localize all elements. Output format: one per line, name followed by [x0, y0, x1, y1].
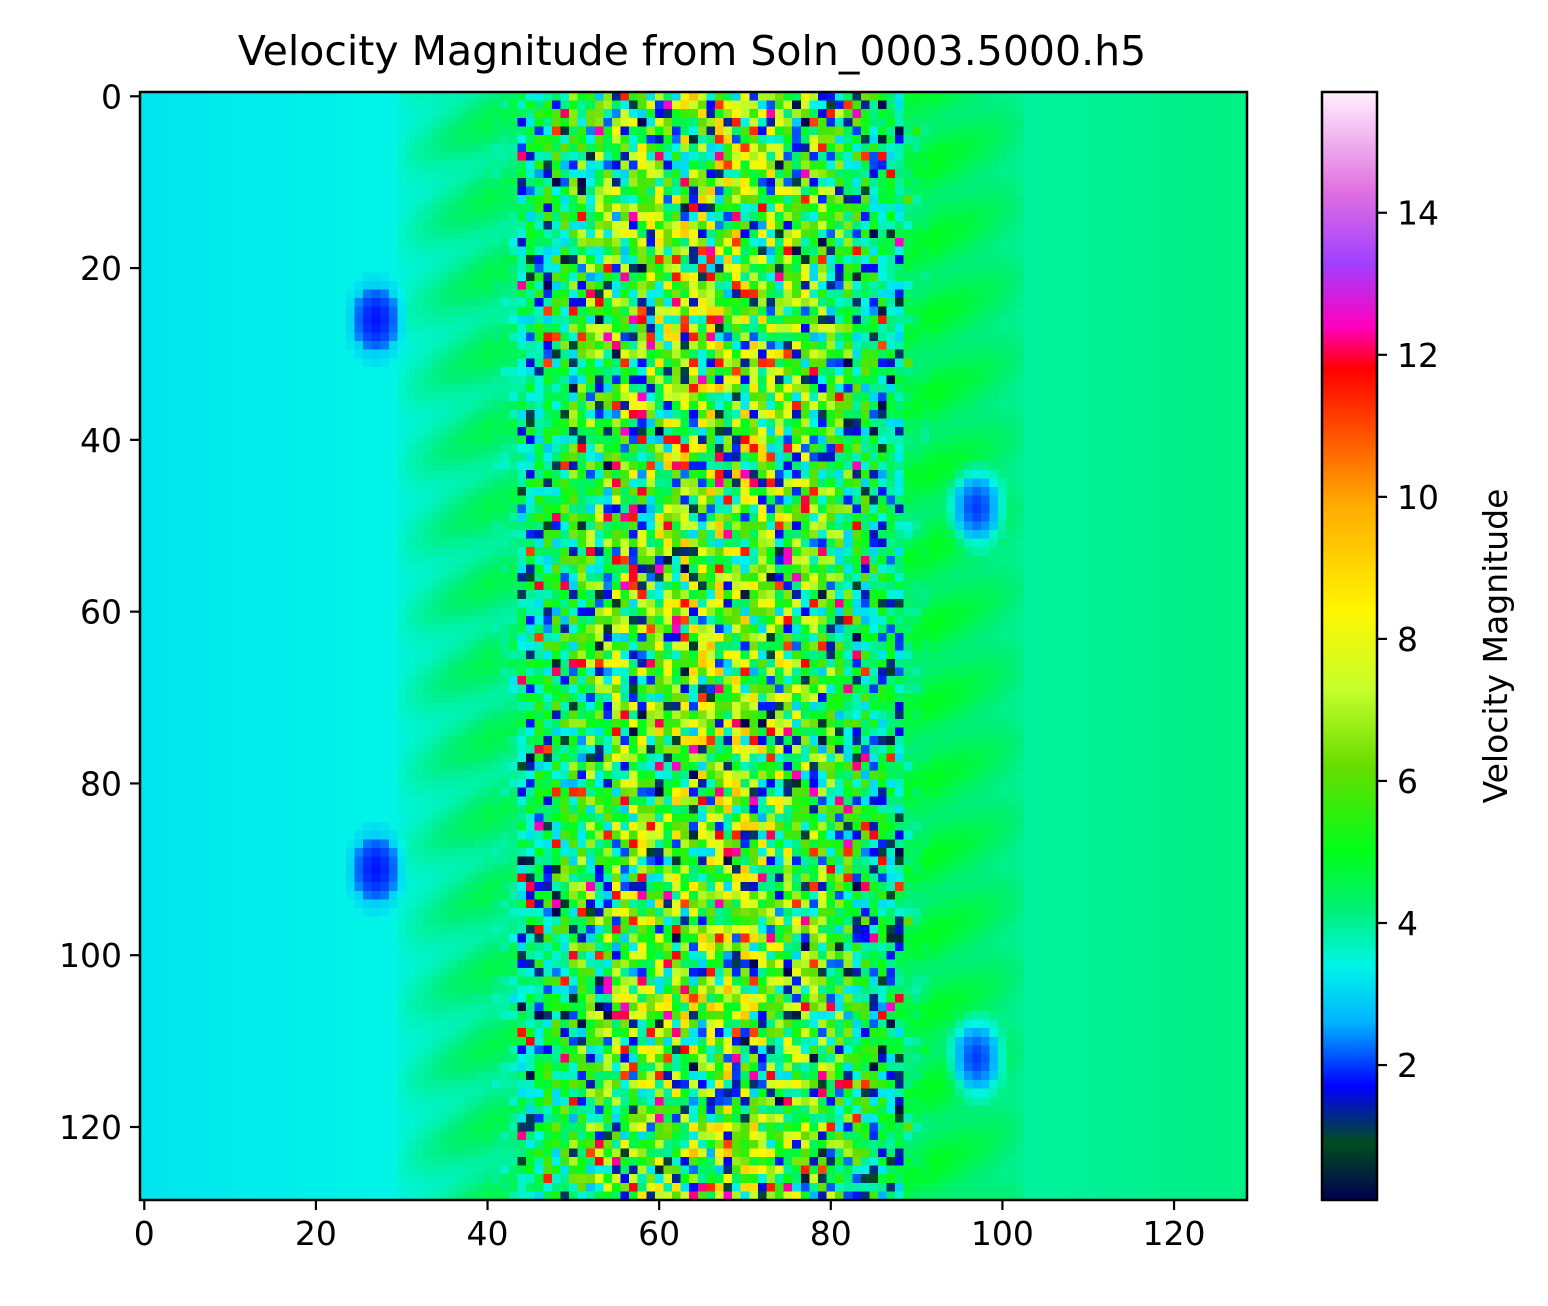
colorbar-tick-label: 2 [1397, 1046, 1418, 1085]
y-tick-label: 40 [80, 421, 122, 460]
x-tick-label: 20 [295, 1214, 337, 1253]
x-tick-label: 40 [467, 1214, 509, 1253]
colorbar: 2 4 6 8 10 12 14 Velocity Magnitude [1320, 90, 1515, 1202]
x-tick-label: 60 [638, 1214, 680, 1253]
colorbar-tick-label: 8 [1397, 620, 1418, 659]
x-tick-label: 0 [134, 1214, 155, 1253]
colorbar-tick-label: 4 [1397, 904, 1418, 943]
colorbar-tick-label: 10 [1397, 478, 1439, 517]
y-tick-label: 100 [59, 936, 122, 975]
colorbar-tick-label: 12 [1397, 336, 1439, 375]
chart-title: Velocity Magnitude from Soln_0003.5000.h… [238, 27, 1146, 75]
y-tick-label: 120 [59, 1108, 122, 1147]
y-tick-label: 60 [80, 593, 122, 632]
colorbar-gradient [1322, 92, 1377, 1200]
x-tick-label: 120 [1143, 1214, 1206, 1253]
y-tick-label: 0 [101, 77, 122, 116]
plot-frame [138, 90, 1249, 1202]
y-axis: 0 20 40 60 80 100 120 [59, 77, 140, 1147]
heatmap-image [140, 92, 1247, 1200]
colorbar-tick-label: 14 [1397, 194, 1439, 233]
y-tick-label: 20 [80, 249, 122, 288]
x-tick-label: 80 [810, 1214, 852, 1253]
x-tick-label: 100 [971, 1214, 1034, 1253]
colorbar-ticks: 2 4 6 8 10 12 14 [1377, 194, 1439, 1085]
colorbar-tick-label: 6 [1397, 762, 1418, 801]
x-axis: 0 20 40 60 80 100 120 [134, 1200, 1206, 1253]
y-tick-label: 80 [80, 764, 122, 803]
colorbar-label: Velocity Magnitude [1476, 489, 1515, 804]
colorbar-frame [1320, 90, 1379, 1202]
